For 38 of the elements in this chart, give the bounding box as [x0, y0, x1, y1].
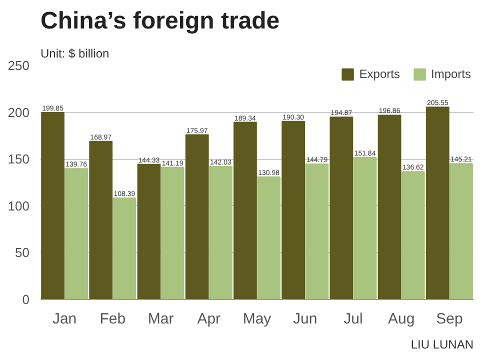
- bar: [89, 140, 113, 300]
- x-tick-label: Feb: [100, 310, 126, 328]
- text: LIU LUNAN: [410, 338, 474, 352]
- x-tick-label: Mar: [148, 310, 174, 328]
- bar: [330, 116, 354, 300]
- y-tick-label: 100: [8, 198, 30, 214]
- bar: [426, 106, 450, 300]
- y-tick-label: 0: [22, 292, 30, 307]
- bar: [353, 156, 377, 300]
- y-tick-label: 150: [8, 152, 30, 167]
- x-tick-label: Jul: [344, 310, 363, 328]
- y-tick-label: 50: [15, 245, 30, 260]
- bar: [401, 171, 425, 300]
- y-tick-label: 200: [8, 104, 30, 120]
- x-tick-label: Apr: [197, 310, 221, 328]
- bar: [64, 168, 88, 300]
- bar: [137, 164, 161, 300]
- x-tick-label: Jan: [52, 310, 77, 328]
- bar: [41, 112, 64, 300]
- bar: [185, 134, 209, 300]
- legend-label: Exports: [359, 67, 400, 81]
- bar: [378, 114, 402, 300]
- chart-subtitle: Unit: $ billion: [40, 46, 110, 60]
- y-tick-label: 250: [8, 58, 30, 73]
- bar: [160, 166, 184, 300]
- bar: [112, 198, 136, 300]
- chart-title: China’s foreign trade: [40, 8, 280, 34]
- bar: [257, 176, 280, 300]
- bar: [282, 120, 306, 300]
- x-tick-label: May: [242, 310, 272, 328]
- x-tick-label: Jun: [293, 310, 318, 328]
- bar: [234, 122, 257, 300]
- x-tick-label: Aug: [388, 310, 415, 328]
- legend-label: Imports: [430, 67, 471, 81]
- bar: [305, 163, 329, 300]
- bar: [208, 166, 232, 300]
- bar: [450, 163, 473, 300]
- x-tick-label: Sep: [436, 310, 463, 328]
